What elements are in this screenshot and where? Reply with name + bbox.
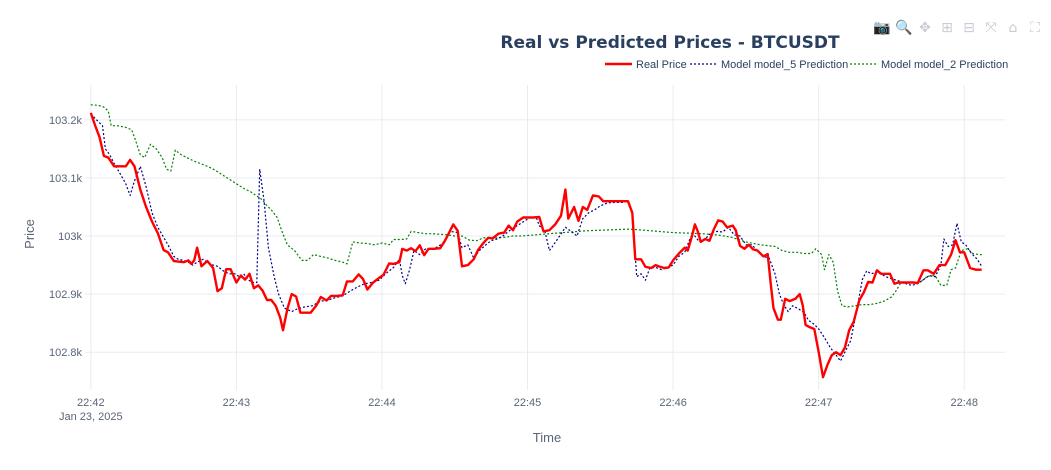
x-tick-label: 22:44 — [368, 397, 396, 409]
chart-title: Real vs Predicted Prices - BTCUSDT — [500, 33, 840, 53]
series-real-price-line — [89, 112, 982, 379]
x-tick-label: 22:48 — [950, 397, 978, 409]
y-tick-label: 102.8k — [49, 347, 83, 359]
zoom-in-icon[interactable]: ⊞ — [941, 20, 953, 36]
x-axis-ticks: 22:42 Jan 23, 2025 22:43 22:44 22:45 22:46 22:… — [59, 397, 978, 423]
home-icon[interactable]: ⌂ — [1008, 20, 1018, 36]
camera-icon[interactable]: 📷 — [873, 20, 891, 36]
x-tick-date: Jan 23, 2025 — [59, 411, 123, 423]
modebar-toolbar: 📷 🔍 ✥ ⊞ ⊟ ⤧ ⌂ ⛶ — [873, 20, 1043, 36]
series-layer — [89, 104, 983, 379]
y-tick-label: 103.2k — [49, 115, 83, 127]
y-axis-title: Price — [22, 219, 37, 249]
y-tick-label: 103k — [58, 231, 82, 243]
pan-icon[interactable]: ✥ — [919, 20, 931, 36]
x-axis-title: Time — [533, 430, 561, 445]
x-tick-label: 22:47 — [805, 397, 833, 409]
y-tick-label: 103.1k — [49, 173, 83, 185]
legend-item-model2-prediction[interactable]: Model model_2 Prediction — [850, 59, 1008, 71]
x-tick-label: 22:43 — [223, 397, 251, 409]
y-tick-label: 102.9k — [49, 289, 83, 301]
y-axis-ticks: 102.8k 102.9k 103k 103.1k 103.2k — [49, 115, 83, 359]
fullscreen-icon[interactable]: ⛶ — [1030, 20, 1040, 36]
autoscale-icon[interactable]: ⤧ — [985, 20, 997, 36]
legend-label: Model model_5 Prediction — [721, 59, 848, 71]
legend-label: Real Price — [636, 59, 687, 71]
x-tick-label: 22:46 — [659, 397, 687, 409]
legend-item-model5-prediction[interactable]: Model model_5 Prediction — [690, 59, 848, 71]
x-tick-label: 22:42 — [77, 397, 105, 409]
series-model2-prediction-line — [90, 104, 982, 308]
legend[interactable]: Real Price Model model_5 Prediction Model … — [605, 59, 1008, 71]
zoom-icon[interactable]: 🔍 — [895, 20, 913, 36]
x-tick-label: 22:45 — [514, 397, 542, 409]
legend-label: Model model_2 Prediction — [881, 59, 1008, 71]
zoom-out-icon[interactable]: ⊟ — [963, 20, 975, 36]
gridlines — [85, 85, 1005, 390]
legend-item-real-price[interactable]: Real Price — [605, 59, 687, 71]
